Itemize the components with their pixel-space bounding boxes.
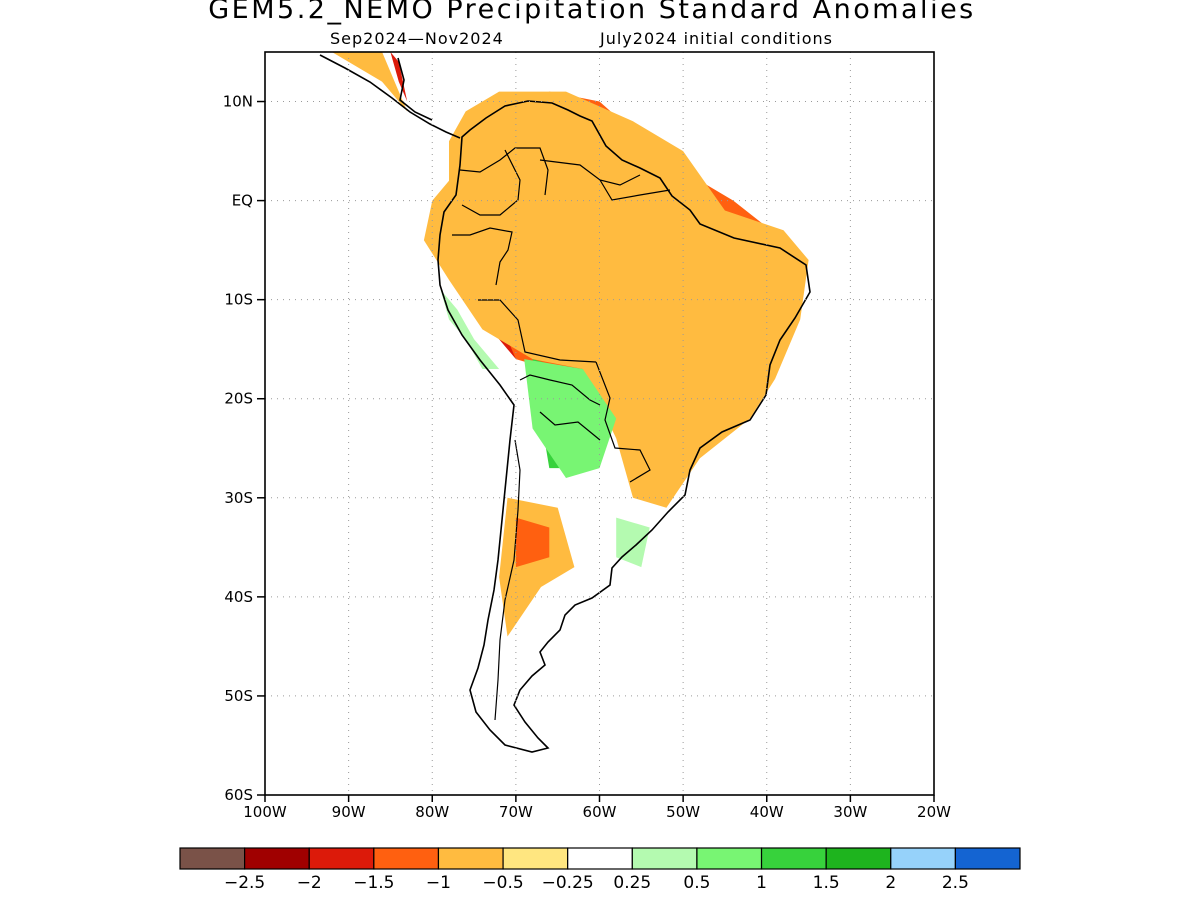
anomaly-region-central-america-strong-dry <box>390 52 408 102</box>
colorbar-label: 2 <box>885 873 896 893</box>
colorbar-label: −2 <box>297 873 322 893</box>
lat-tick-label: 30S <box>224 489 253 507</box>
colorbar-swatch <box>825 847 892 870</box>
colorbar-label: 1 <box>756 873 767 893</box>
lon-tick-label: 50W <box>666 803 700 821</box>
colorbar-swatch <box>308 847 375 870</box>
colorbar-label: −0.5 <box>482 873 523 893</box>
lat-tick-label: 50S <box>224 687 253 705</box>
initial-conditions: July2024 initial conditions <box>600 29 833 48</box>
colorbar: −2.5 −2 −1.5 −1 −0.5 −0.25 0.25 0.5 1 1.5 2 2.5 <box>179 847 1021 893</box>
colorbar-label: −1 <box>426 873 451 893</box>
colorbar-swatch <box>954 847 1021 870</box>
coastline-layer <box>319 54 811 753</box>
lon-tick-label: 40W <box>750 803 784 821</box>
colorbar-swatch <box>437 847 504 870</box>
colorbar-swatch <box>179 847 246 870</box>
anomaly-region-mild-dry <box>423 91 809 508</box>
lat-tick-label: 10N <box>223 93 253 111</box>
colorbar-swatch <box>567 847 633 870</box>
lon-tick-label: 90W <box>332 803 366 821</box>
lon-tick-label: 70W <box>499 803 533 821</box>
colorbar-label: −2.5 <box>224 873 265 893</box>
country-borders <box>452 147 671 721</box>
colorbar-swatch <box>760 847 827 870</box>
map-title: GEM5.2_NEMO Precipitation Standard Anoma… <box>208 0 976 25</box>
lat-tick-label: 40S <box>224 588 253 606</box>
lon-tick-label: 30W <box>833 803 867 821</box>
colorbar-swatch <box>502 847 569 870</box>
lon-tick-label: 100W <box>243 803 287 821</box>
anomaly-region-central-america-dry <box>331 52 408 112</box>
colorbar-label: −0.25 <box>542 873 594 893</box>
colorbar-label: 1.5 <box>813 873 840 893</box>
longitude-axis: 100W 90W 80W 70W 60W 50W 40W 30W 20W <box>243 795 951 821</box>
central-america-coastline <box>319 54 461 139</box>
anomaly-region-patagonia-strong-dry <box>515 517 550 568</box>
south-america-coastline <box>437 100 811 753</box>
lon-tick-label: 80W <box>415 803 449 821</box>
lon-tick-label: 60W <box>583 803 617 821</box>
colorbar-label: 0.5 <box>683 873 710 893</box>
colorbar-swatch <box>244 847 310 870</box>
lat-tick-label: EQ <box>232 192 253 210</box>
colorbar-swatch <box>890 847 956 870</box>
anomaly-region-peru-wet <box>440 289 500 369</box>
colorbar-swatch <box>631 847 698 870</box>
lat-tick-label: 60S <box>224 786 253 804</box>
lat-tick-label: 10S <box>224 291 253 309</box>
lon-tick-label: 20W <box>917 803 951 821</box>
colorbar-swatch <box>696 847 763 870</box>
colorbar-swatch <box>373 847 440 870</box>
forecast-period: Sep2024—Nov2024 <box>330 29 504 48</box>
latitude-axis: 10N EQ 10S 20S 30S 40S 50S 60S <box>223 93 265 804</box>
colorbar-label: −1.5 <box>353 873 394 893</box>
lat-tick-label: 20S <box>224 390 253 408</box>
anomaly-region-chaco-wet <box>524 359 617 478</box>
colorbar-label: 2.5 <box>942 873 969 893</box>
colorbar-label: 0.25 <box>613 873 651 893</box>
